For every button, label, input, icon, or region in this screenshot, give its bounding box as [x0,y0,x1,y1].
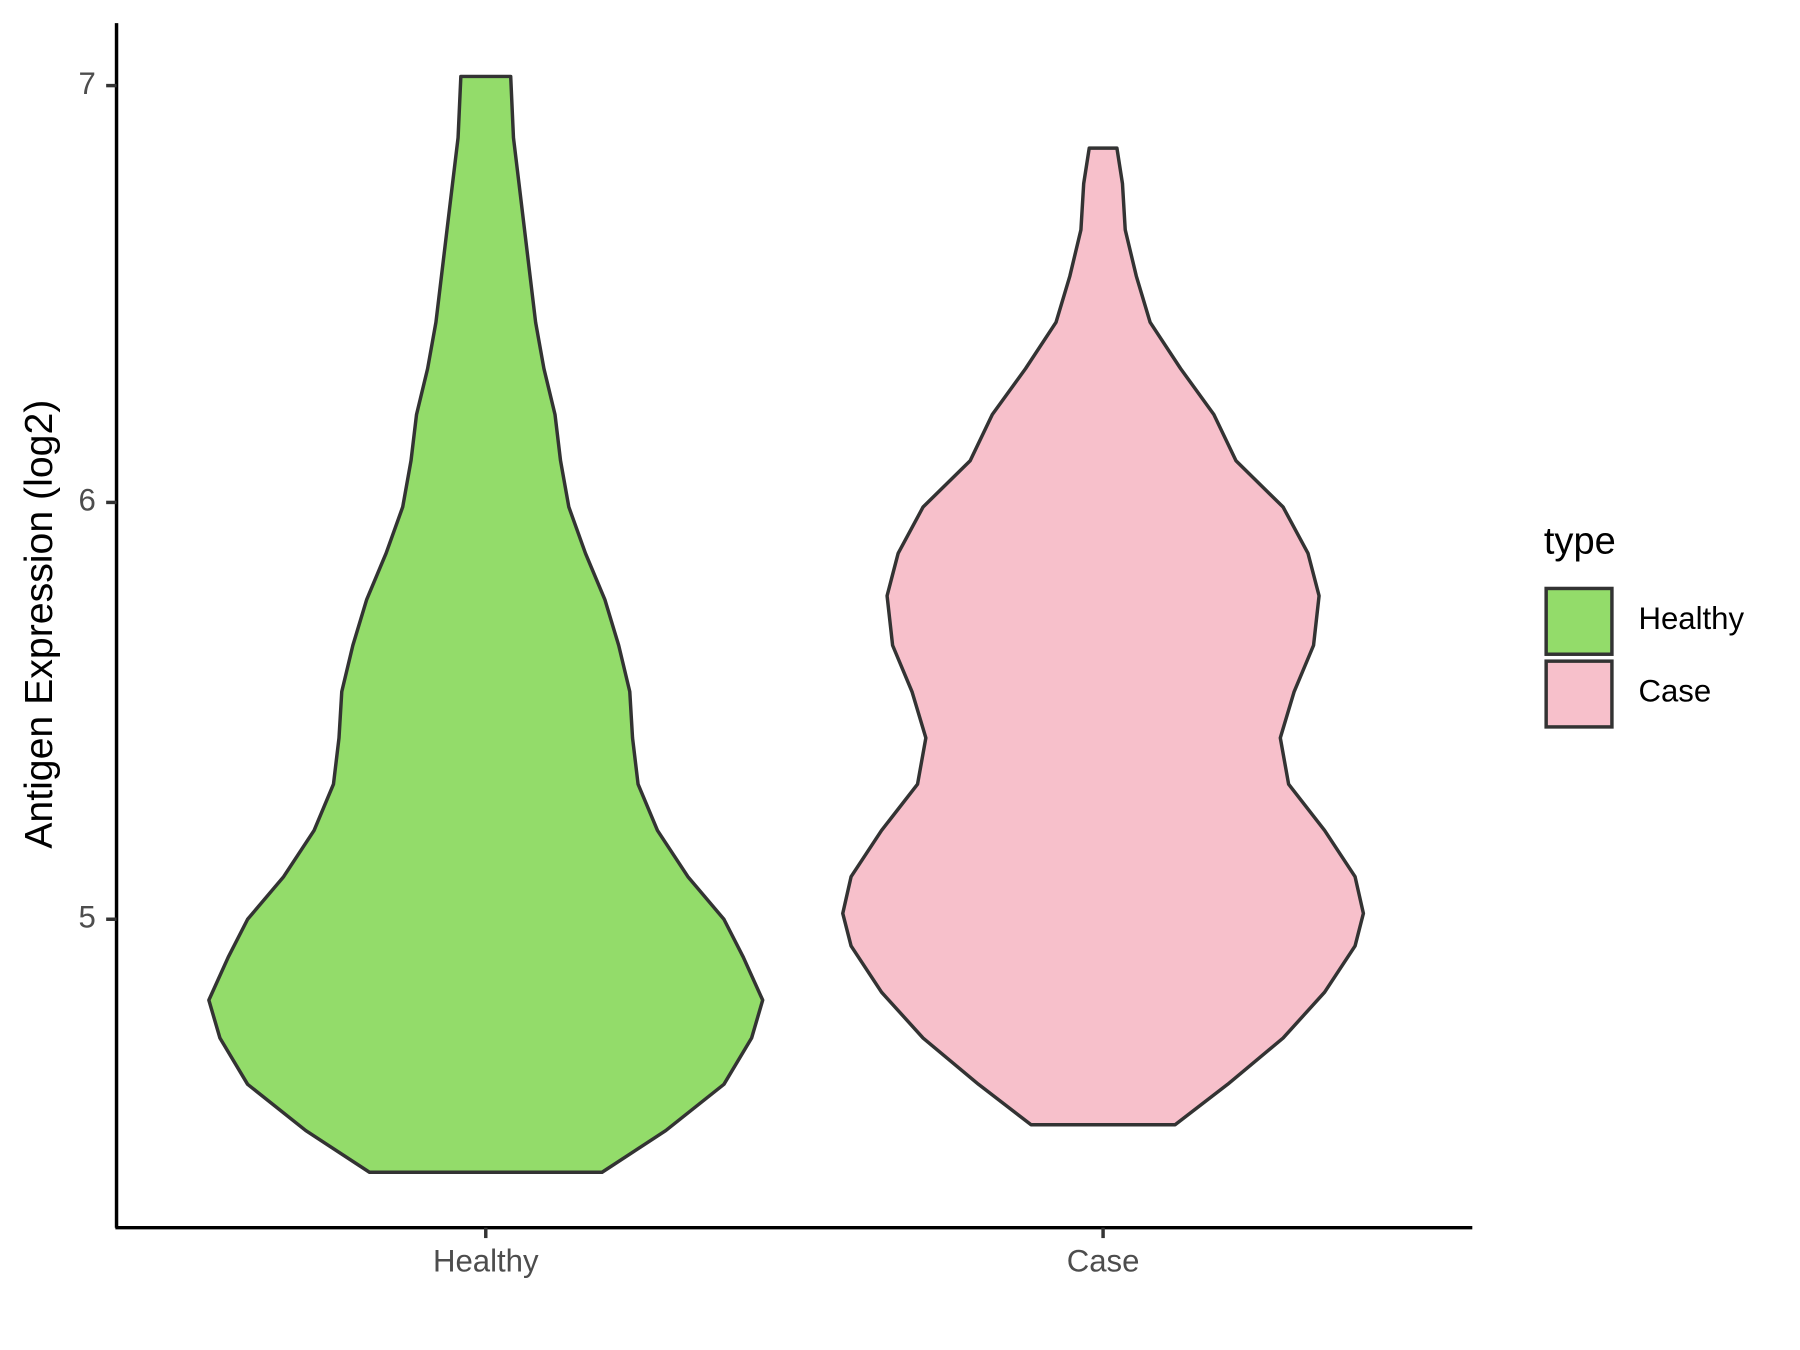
legend-swatch [1544,586,1614,656]
x-tick-label: Case [1067,1244,1140,1279]
legend-label: Healthy [1638,601,1744,636]
y-tick-label: 5 [78,899,95,934]
violin-body [841,146,1366,1127]
legend-title: type [1544,521,1616,563]
y-tick-label: 7 [78,66,95,101]
legend-label: Case [1638,674,1711,709]
y-axis-title: Antigen Expression (log2) [17,400,61,849]
y-tick-label: 6 [78,483,95,518]
violin-body [207,74,765,1174]
legend-swatch [1544,659,1614,729]
x-tick-label: Healthy [433,1244,539,1279]
